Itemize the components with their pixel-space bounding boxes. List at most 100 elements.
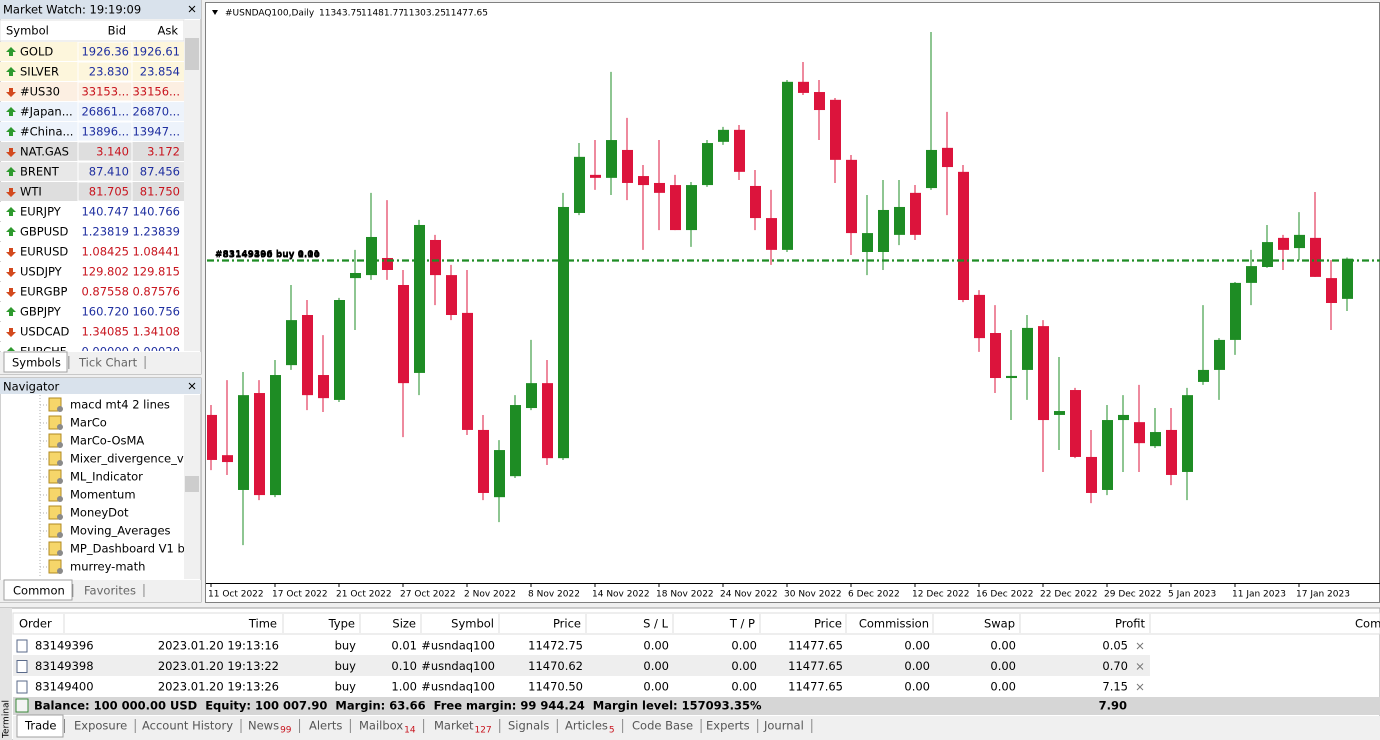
cell: 2023.01.20 19:13:26 bbox=[158, 680, 279, 694]
column-header[interactable]: Swap bbox=[984, 617, 1015, 631]
column-header[interactable]: Profit bbox=[1115, 617, 1145, 631]
close-order[interactable] bbox=[1136, 683, 1144, 691]
selected-tab[interactable] bbox=[3, 351, 68, 373]
tab[interactable]: Common bbox=[13, 584, 65, 598]
scrollbar-thumb[interactable] bbox=[185, 38, 199, 70]
selected-tab[interactable] bbox=[3, 579, 73, 601]
indicator[interactable]: Momentum bbox=[70, 488, 136, 502]
symbol[interactable]: #Japan... bbox=[20, 105, 73, 119]
close-button[interactable] bbox=[188, 5, 196, 13]
candle-body bbox=[606, 140, 617, 178]
symbol[interactable]: WTI bbox=[20, 185, 42, 199]
column-header[interactable]: Size bbox=[392, 617, 416, 631]
column-header[interactable]: T / P bbox=[729, 617, 755, 631]
candle-body bbox=[654, 182, 665, 193]
indicator[interactable]: Moving_Averages bbox=[70, 524, 171, 538]
column-header[interactable]: Order bbox=[19, 617, 52, 631]
symbol[interactable]: EURCHF bbox=[20, 345, 66, 359]
tab[interactable]: Alerts bbox=[309, 719, 342, 733]
candle-body bbox=[238, 395, 249, 490]
ask: 1926.61 bbox=[132, 45, 180, 59]
tab[interactable]: Articles bbox=[565, 719, 608, 733]
indicator-icon-dot bbox=[57, 514, 63, 520]
cell: 0.05 bbox=[1102, 639, 1128, 653]
symbol[interactable]: NAT.GAS bbox=[20, 145, 69, 159]
tab[interactable]: Market bbox=[434, 719, 474, 733]
tab[interactable]: Exposure bbox=[74, 719, 127, 733]
chart-menu-arrow[interactable] bbox=[212, 10, 218, 15]
symbol[interactable]: GOLD bbox=[20, 45, 53, 59]
tab[interactable]: Mailbox bbox=[359, 719, 403, 733]
selected-tab[interactable] bbox=[16, 714, 64, 738]
indicator-icon-dot bbox=[57, 496, 63, 502]
symbol[interactable]: BRENT bbox=[20, 165, 60, 179]
candle-body bbox=[430, 239, 441, 276]
tab[interactable]: Experts bbox=[706, 719, 750, 733]
cell: 0.00 bbox=[731, 639, 757, 653]
symbol[interactable]: SILVER bbox=[20, 65, 59, 79]
cell: 11477.65 bbox=[788, 680, 843, 694]
candle-body bbox=[318, 375, 329, 399]
column-header[interactable]: Price bbox=[814, 617, 842, 631]
candle-body bbox=[1294, 234, 1305, 249]
tab[interactable]: Code Base bbox=[632, 719, 693, 733]
tab[interactable]: Journal bbox=[763, 719, 804, 733]
direction-icon bbox=[6, 207, 16, 216]
indicator[interactable]: ML_Indicator bbox=[70, 470, 143, 484]
tab[interactable]: Account History bbox=[142, 719, 233, 733]
indicator[interactable]: murrey-math bbox=[70, 560, 145, 574]
close-order[interactable] bbox=[1136, 663, 1144, 670]
candle-body bbox=[1038, 326, 1049, 421]
tab[interactable]: Tick Chart bbox=[78, 356, 138, 370]
bid: 1.34085 bbox=[81, 325, 129, 339]
candle-body bbox=[910, 192, 921, 235]
ask: 1.34108 bbox=[132, 325, 180, 339]
tab[interactable]: Trade bbox=[24, 719, 57, 733]
indicator[interactable]: macd mt4 2 lines bbox=[70, 398, 170, 412]
symbol[interactable]: USDCAD bbox=[20, 325, 69, 339]
terminal-label: Terminal bbox=[2, 700, 12, 739]
scrollbar[interactable] bbox=[184, 20, 200, 351]
tab[interactable]: News bbox=[248, 719, 279, 733]
indicator[interactable]: MP_Dashboard V1 ba bbox=[70, 542, 192, 556]
candle-body bbox=[718, 129, 729, 142]
tab[interactable]: Favorites bbox=[84, 584, 136, 598]
symbol[interactable]: GBPUSD bbox=[20, 225, 68, 239]
indicator-icon-dot bbox=[57, 406, 63, 412]
column-header[interactable]: S / L bbox=[643, 617, 668, 631]
scrollbar-thumb[interactable] bbox=[185, 476, 199, 492]
symbol-list: GOLD 1926.36 1926.61 SILVER 23.830 23.854 #US3… bbox=[0, 41, 184, 359]
ask: 81.750 bbox=[140, 185, 180, 199]
column-header[interactable]: Symbol bbox=[451, 617, 494, 631]
x-tick-label: 18 Nov 2022 bbox=[656, 590, 714, 600]
column-header[interactable]: Type bbox=[328, 617, 355, 631]
symbol[interactable]: EURJPY bbox=[20, 205, 62, 219]
symbol[interactable]: EURGBP bbox=[20, 285, 67, 299]
tab[interactable]: Signals bbox=[508, 719, 549, 733]
symbol[interactable]: #US30 bbox=[20, 85, 60, 99]
indicator[interactable]: MarCo bbox=[70, 416, 107, 430]
column-header[interactable]: Price bbox=[553, 617, 581, 631]
symbol[interactable]: GBPJPY bbox=[20, 305, 62, 319]
cell: 0.10 bbox=[391, 659, 417, 673]
symbol[interactable]: EURUSD bbox=[20, 245, 68, 259]
column-header[interactable]: Commission bbox=[859, 617, 929, 631]
ask: 87.456 bbox=[140, 165, 180, 179]
close-button[interactable] bbox=[188, 382, 196, 390]
symbol[interactable]: USDJPY bbox=[20, 265, 63, 279]
symbol[interactable]: #China... bbox=[20, 125, 73, 139]
tab[interactable]: Symbols bbox=[12, 356, 61, 370]
indicator[interactable]: MarCo-OsMA bbox=[70, 434, 144, 448]
x-tick-label: 22 Dec 2022 bbox=[1040, 590, 1098, 600]
order-icon bbox=[16, 660, 28, 673]
column-header[interactable]: Time bbox=[248, 617, 277, 631]
candle-body bbox=[270, 375, 281, 496]
indicator[interactable]: MoneyDot bbox=[70, 506, 129, 520]
close-order[interactable] bbox=[1136, 642, 1144, 650]
column-header[interactable]: Comm bbox=[1355, 617, 1380, 631]
x-tick-label: 11 Jan 2023 bbox=[1232, 590, 1286, 600]
indicator-icon-dot bbox=[57, 568, 63, 574]
bid-cell bbox=[77, 201, 133, 222]
candle-body bbox=[350, 272, 361, 279]
indicator[interactable]: Mixer_divergence_v1. bbox=[70, 452, 195, 466]
